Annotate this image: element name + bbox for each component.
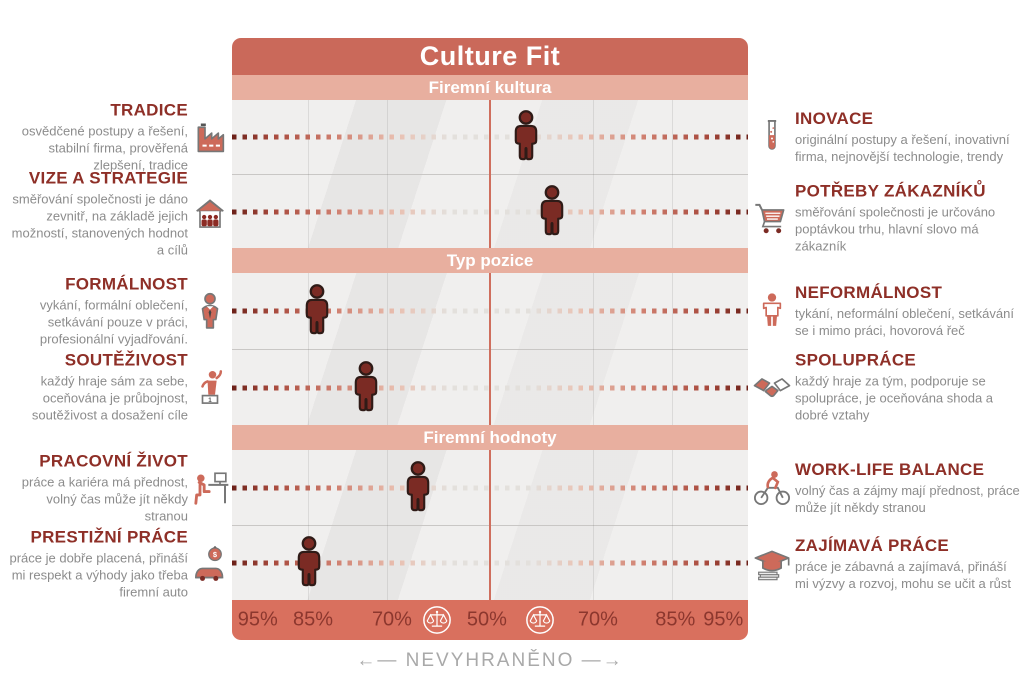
dimension-title: NEFORMÁLNOST [795,282,943,302]
formal-person-icon [190,289,230,333]
dimension-title: INOVACE [795,108,874,128]
axis-footer: ←— NEVYHRANĚNO —→ [232,650,748,672]
dimension-label-potreby-zakazniku: POTŘEBY ZÁKAZNÍKŮ směřování společnosti … [752,181,1020,254]
person-marker-icon [350,359,382,417]
scale-dotted-line [232,485,748,490]
dimension-label-neformalnost: NEFORMÁLNOST tykání, neformální oblečení… [752,283,1020,339]
scale-row-vize-potreby [232,174,748,248]
shopping-cart-icon [752,196,792,240]
axis-tick: 95% [237,608,278,631]
dimension-title: SOUTĚŽIVOST [64,350,188,370]
scale-dotted-line [232,209,748,214]
percentage-axis: 95% 85% 70% 50% 70% 85% 95% [232,600,748,640]
scale-row-pracovni-zivot-wlb [232,450,748,525]
dimension-description: originální postupy a řešení, inovativní … [795,131,1010,164]
chart-panel: Culture Fit Firemní kultura [232,38,748,640]
dimension-description: osvědčené postupy a řešení, stabilní fir… [21,123,188,173]
dimension-label-soutezivost: SOUTĚŽIVOST každý hraje sám za sebe, oce… [2,350,230,423]
graduation-cap-icon [752,542,792,586]
person-marker-icon [402,459,434,517]
dimension-label-tradice: TRADICE osvědčené postupy a řešení, stab… [2,100,230,173]
scale-row-prestizni-zajimava [232,525,748,600]
axis-tick: 95% [703,608,744,631]
dimension-title: WORK-LIFE BALANCE [795,459,985,479]
dimension-description: směřování společnosti je dáno zevnitř, n… [11,191,188,259]
dimension-label-work-life-balance: WORK-LIFE BALANCE volný čas a zájmy mají… [752,460,1020,516]
section-header-firemni-kultura: Firemní kultura [232,75,748,100]
dimension-label-pracovni-zivot: PRACOVNÍ ŽIVOT práce a kariéra má předno… [2,451,230,524]
desk-work-icon [190,466,230,510]
dimension-description: každý hraje sám za sebe, oceňována je pr… [31,373,188,423]
company-house-icon [190,192,230,236]
dimension-description: práce a kariéra má přednost, volný čas m… [21,474,188,524]
scales-icon [422,605,452,635]
scale-dotted-line [232,134,748,140]
person-marker-icon [510,108,542,166]
dimension-label-vize-a-strategie: VIZE A STRATEGIE směřování společnosti j… [2,169,230,260]
page-title: Culture Fit [232,38,748,75]
dimension-label-zajimava-prace: ZAJÍMAVÁ PRÁCE práce je zábavná a zajíma… [752,536,1020,592]
footer-label: NEVYHRANĚNO [405,650,575,671]
scale-dotted-line [232,385,748,390]
dimension-description: každý hraje za tým, podporuje se spolupr… [795,373,994,423]
dimension-description: volný čas a zájmy mají přednost, práce m… [795,482,1020,515]
dimension-title: PRACOVNÍ ŽIVOT [39,451,188,471]
car-money-icon: $ [190,542,230,586]
dimension-title: POTŘEBY ZÁKAZNÍKŮ [795,181,986,201]
scale-row-soutezivost-spoluprace [232,349,748,425]
dimension-title: TRADICE [110,100,188,120]
dimension-title: FORMÁLNOST [65,274,188,294]
dimension-description: tykání, neformální oblečení, setkávání s… [795,305,1014,338]
cyclist-icon [752,466,792,510]
dimension-description: práce je dobře placená, přináší mi respe… [9,550,188,600]
person-marker-icon [301,282,333,340]
svg-text:$: $ [213,550,218,559]
scale-row-formalnost-neformalnost [232,273,748,349]
handshake-icon [752,365,792,409]
winner-podium-icon: 1 [190,365,230,409]
test-tube-icon [752,115,792,159]
dimension-description: práce je zábavná a zajímavá, přináší mi … [795,558,1012,591]
person-marker-icon [536,183,568,241]
dimension-title: ZAJÍMAVÁ PRÁCE [795,535,950,555]
section-header-typ-pozice: Typ pozice [232,248,748,273]
factory-icon [190,115,230,159]
axis-tick: 50% [466,608,507,631]
scale-row-tradice-inovace [232,100,748,174]
dimension-title: SPOLUPRÁCE [795,350,917,370]
axis-tick: 70% [577,608,618,631]
dimension-title: PRESTIŽNÍ PRÁCE [30,527,188,547]
section-header-firemni-hodnoty: Firemní hodnoty [232,425,748,450]
dimension-label-prestizni-prace: PRESTIŽNÍ PRÁCE práce je dobře placená, … [2,527,230,600]
svg-text:1: 1 [208,397,212,404]
axis-tick: 70% [371,608,412,631]
dimension-description: směřování společnosti je určováno poptáv… [795,204,996,254]
dimension-description: vykání, formální oblečení, setkávání pou… [39,297,188,347]
footer-arrow-right: —→ [581,650,624,671]
axis-tick: 85% [292,608,334,631]
person-marker-icon [293,534,325,592]
dimension-label-spoluprace: SPOLUPRÁCE každý hraje za tým, podporuje… [752,350,1020,423]
dimension-label-formalnost: FORMÁLNOST vykání, formální oblečení, se… [2,274,230,347]
casual-person-icon [752,289,792,333]
dimension-label-inovace: INOVACE originální postupy a řešení, ino… [752,109,1020,165]
axis-tick: 85% [655,608,696,631]
chart-area: Firemní kultura Typ pozice [232,75,748,640]
scales-icon [525,605,555,635]
dimension-title: VIZE A STRATEGIE [28,168,188,188]
footer-arrow-left: ←— [356,650,399,671]
